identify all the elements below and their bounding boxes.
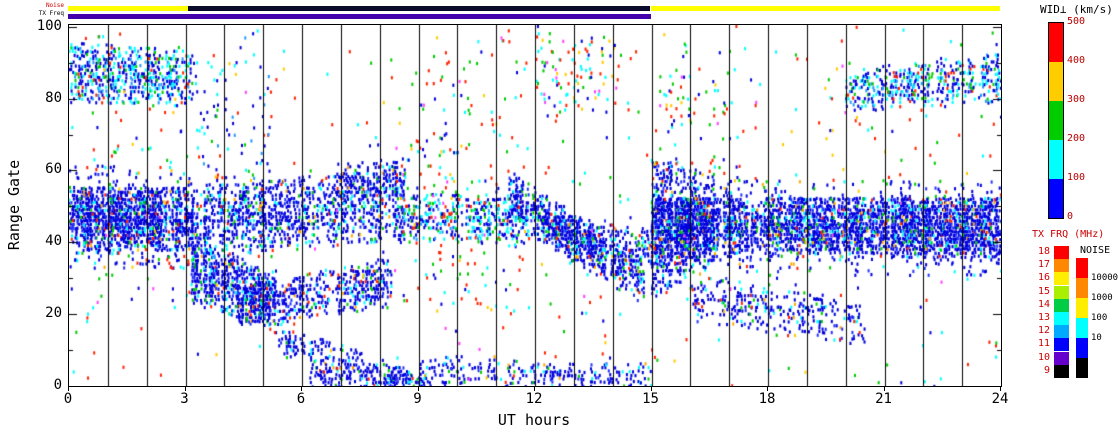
x-tick-mark (767, 386, 768, 391)
wid-colorbar-segment (1049, 140, 1063, 179)
wid-colorbar-tick-label: 300 (1067, 94, 1086, 105)
noise-color-swatch (1076, 338, 1088, 358)
txfrq-tick-label: 12 (1037, 325, 1050, 337)
x-tick-mark (184, 386, 186, 391)
wid-colorbar-tick-label: 400 (1067, 55, 1086, 66)
wid-colorbar-title: WID⊥ (km/s) (1040, 3, 1113, 16)
txfrq-tick-label: 9 (1043, 364, 1050, 376)
strip-segment (188, 6, 651, 11)
wid-colorbar-tick-label: 100 (1067, 172, 1086, 183)
y-tick-label: 40 (45, 233, 62, 250)
wid-colorbar-segment (1049, 23, 1063, 62)
txfrq-color-swatch (1054, 259, 1069, 273)
txfrq-color-swatch (1054, 364, 1069, 378)
x-tick-mark (68, 386, 69, 391)
plot-canvas (69, 25, 1001, 386)
x-tick-mark (650, 386, 652, 391)
plot-area (68, 24, 1002, 387)
x-axis-title: UT hours (497, 411, 571, 429)
txfrq-color-swatch (1054, 338, 1069, 352)
txfrq-tick-label: 16 (1037, 272, 1050, 284)
wid-colorbar-tick-label: 0 (1067, 211, 1074, 222)
txfrq-color-swatch (1054, 351, 1069, 365)
txfrq-tick-label: 10 (1037, 351, 1050, 363)
strip-segment (650, 14, 1000, 19)
noise-tick-label: 10 (1091, 333, 1102, 343)
txfrq-tick-label: 15 (1037, 285, 1050, 297)
txfrq-tick-label: 11 (1037, 338, 1050, 350)
noise-tick-label: 100 (1091, 313, 1108, 323)
wid-colorbar-segment (1049, 62, 1063, 101)
txfrq-color-swatch (1054, 285, 1069, 299)
x-tick-mark (534, 386, 535, 391)
y-tick-label: 80 (45, 89, 62, 106)
wid-colorbar-tick-label: 500 (1067, 16, 1086, 27)
x-tick-mark (417, 386, 419, 391)
x-tick-mark (301, 386, 302, 391)
wid-colorbar (1048, 22, 1064, 219)
txfrq-tick-label: 18 (1037, 246, 1050, 257)
x-tick-label: 21 (875, 391, 892, 407)
noise-color-swatch (1076, 298, 1088, 318)
noise-color-swatch (1076, 258, 1088, 278)
x-tick-label: 6 (296, 391, 306, 407)
noise-indicator-strip (68, 6, 1000, 11)
txfrq-legend-title: TX FRQ (MHz) (1032, 229, 1105, 240)
txfreq-strip-label: TX Freq (38, 10, 64, 17)
noise-legend-title: NOISE (1080, 245, 1111, 256)
y-tick-label: 20 (45, 305, 62, 322)
x-tick-label: 12 (525, 391, 543, 407)
x-tick-label: 9 (413, 391, 422, 407)
txfrq-color-swatch (1054, 298, 1069, 312)
noise-color-swatch (1076, 358, 1088, 378)
x-tick-label: 24 (991, 391, 1009, 407)
x-tick-label: 3 (180, 391, 189, 407)
noise-tick-label: 1000 (1091, 293, 1113, 303)
txfrq-tick-label: 14 (1037, 298, 1050, 310)
y-tick-label: 60 (45, 161, 62, 178)
noise-tick-label: 10000 (1091, 273, 1118, 283)
x-tick-mark (1000, 386, 1001, 391)
x-tick-mark (883, 386, 885, 391)
wid-colorbar-tick-label: 200 (1067, 133, 1086, 144)
noise-color-swatch (1076, 278, 1088, 298)
x-tick-label: 0 (63, 391, 73, 407)
x-tick-label: 15 (642, 391, 659, 407)
strip-segment (68, 6, 189, 11)
noise-color-swatch (1076, 318, 1088, 338)
wid-colorbar-segment (1049, 179, 1063, 218)
strip-segment (650, 6, 1000, 11)
y-axis-title: Range Gate (5, 159, 23, 251)
txfrq-tick-label: 17 (1037, 259, 1050, 271)
x-tick-label: 18 (758, 391, 776, 407)
txfrq-color-swatch (1054, 246, 1069, 259)
txfrq-color-swatch (1054, 312, 1069, 325)
txfrq-color-swatch (1054, 325, 1069, 339)
txfreq-indicator-strip (68, 14, 1000, 19)
y-tick-label: 0 (53, 377, 62, 393)
noise-strip-label: Noise (45, 2, 64, 9)
y-tick-label: 100 (36, 17, 62, 34)
strip-segment (68, 14, 651, 19)
txfrq-color-swatch (1054, 272, 1069, 286)
txfrq-tick-label: 13 (1037, 312, 1050, 323)
wid-colorbar-segment (1049, 101, 1063, 140)
